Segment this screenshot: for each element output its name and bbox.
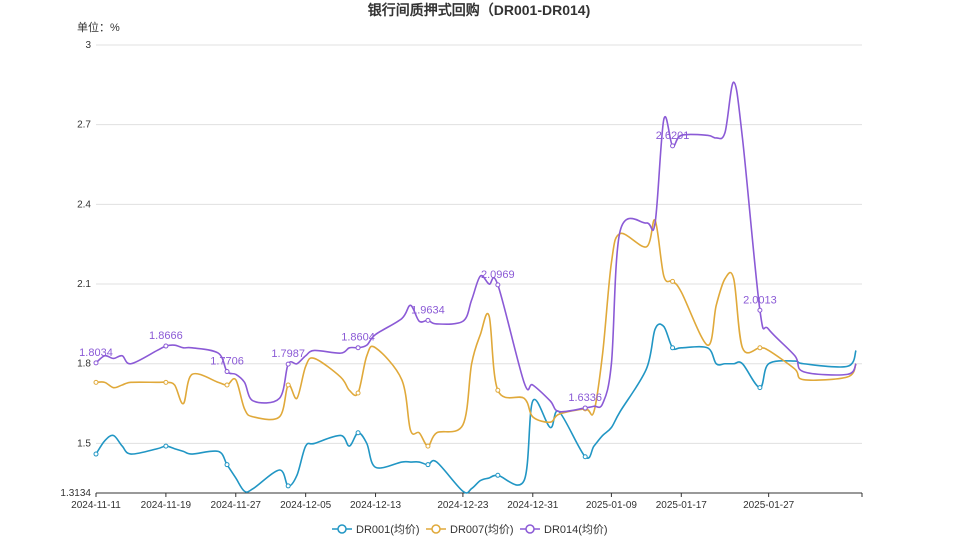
legend-label: DR007(均价) xyxy=(450,523,514,536)
data-label: 1.8034 xyxy=(79,347,113,359)
series-point xyxy=(285,483,291,489)
series-point xyxy=(582,454,588,460)
series-point xyxy=(425,462,431,468)
x-tick-label: 2024-11-19 xyxy=(141,500,192,511)
series-line-1 xyxy=(95,219,857,447)
x-tick-label: 2024-11-27 xyxy=(211,500,262,511)
series-point xyxy=(355,345,361,351)
series-point xyxy=(285,361,291,367)
x-tick-label: 2024-12-31 xyxy=(507,500,559,511)
y-tick-label: 1.5 xyxy=(77,438,91,449)
series-point xyxy=(93,379,99,385)
axes: 1.3134 1.5 1.8 2.1 2.4 2.7 3 2024-11-11 2024-11-… xyxy=(60,40,863,511)
chart-title: 银行间质押式回购（DR001-DR014) xyxy=(368,2,590,18)
data-label: 1.8604 xyxy=(341,332,375,344)
series-point xyxy=(93,451,99,457)
series-point xyxy=(757,345,763,351)
data-label: 1.7987 xyxy=(271,348,305,360)
x-tick-label: 2025-01-09 xyxy=(586,500,638,511)
data-labels: 1.8034 1.8666 1.7706 1.7987 1.8604 1.9634 2.09… xyxy=(79,130,777,404)
data-label: 1.7706 xyxy=(210,356,244,368)
grid-lines xyxy=(96,44,862,444)
data-label: 1.8666 xyxy=(149,330,183,342)
series-point xyxy=(224,369,230,375)
legend-marker xyxy=(431,524,441,534)
series-point xyxy=(163,443,169,449)
series-point xyxy=(495,387,501,393)
series-point xyxy=(495,282,501,288)
x-tick-label: 2024-11-11 xyxy=(71,500,121,511)
y-tick-label: 1.8 xyxy=(77,359,91,370)
x-tick-label: 2025-01-17 xyxy=(656,500,708,511)
data-label: 1.9634 xyxy=(411,304,445,316)
series-line-2 xyxy=(95,81,857,413)
series-point xyxy=(355,430,361,436)
data-label: 2.0969 xyxy=(481,269,515,281)
y-tick-label: 3 xyxy=(85,40,91,51)
series-point xyxy=(355,390,361,396)
x-tick-label: 2024-12-13 xyxy=(350,500,402,511)
legend-marker xyxy=(525,524,535,534)
data-label: 2.6201 xyxy=(656,130,690,142)
series-line-0 xyxy=(95,323,857,494)
series-point xyxy=(163,379,169,385)
series-point xyxy=(582,405,588,411)
series-point xyxy=(163,343,169,349)
data-label: 1.6336 xyxy=(568,392,602,404)
series-point xyxy=(670,143,676,149)
y-tick-label: 2.4 xyxy=(77,199,91,210)
legend: DR001(均价) DR007(均价) DR014(均价) xyxy=(332,523,608,536)
unit-label: 单位：% xyxy=(77,20,120,34)
data-label: 2.0013 xyxy=(743,294,777,306)
series-point xyxy=(757,307,763,313)
legend-label: DR014(均价) xyxy=(544,523,608,536)
y-tick-label: 2.1 xyxy=(77,279,91,290)
y-tick-label: 2.7 xyxy=(77,120,91,131)
series-point xyxy=(670,278,676,284)
series-point xyxy=(495,472,501,478)
x-tick-label: 2025-01-27 xyxy=(743,500,795,511)
x-tick-label: 2024-12-05 xyxy=(280,500,332,511)
series-point xyxy=(425,317,431,323)
series-lines xyxy=(95,81,857,494)
legend-marker xyxy=(337,524,347,534)
series-point xyxy=(93,360,99,366)
series-points xyxy=(93,143,763,489)
series-point xyxy=(425,443,431,449)
series-point xyxy=(285,382,291,388)
series-point xyxy=(670,345,676,351)
legend-label: DR001(均价) xyxy=(356,523,420,536)
y-tick-label: 1.3134 xyxy=(60,488,91,499)
series-point xyxy=(757,385,763,391)
x-tick-label: 2024-12-23 xyxy=(437,500,489,511)
series-point xyxy=(224,382,230,388)
series-point xyxy=(224,462,230,468)
